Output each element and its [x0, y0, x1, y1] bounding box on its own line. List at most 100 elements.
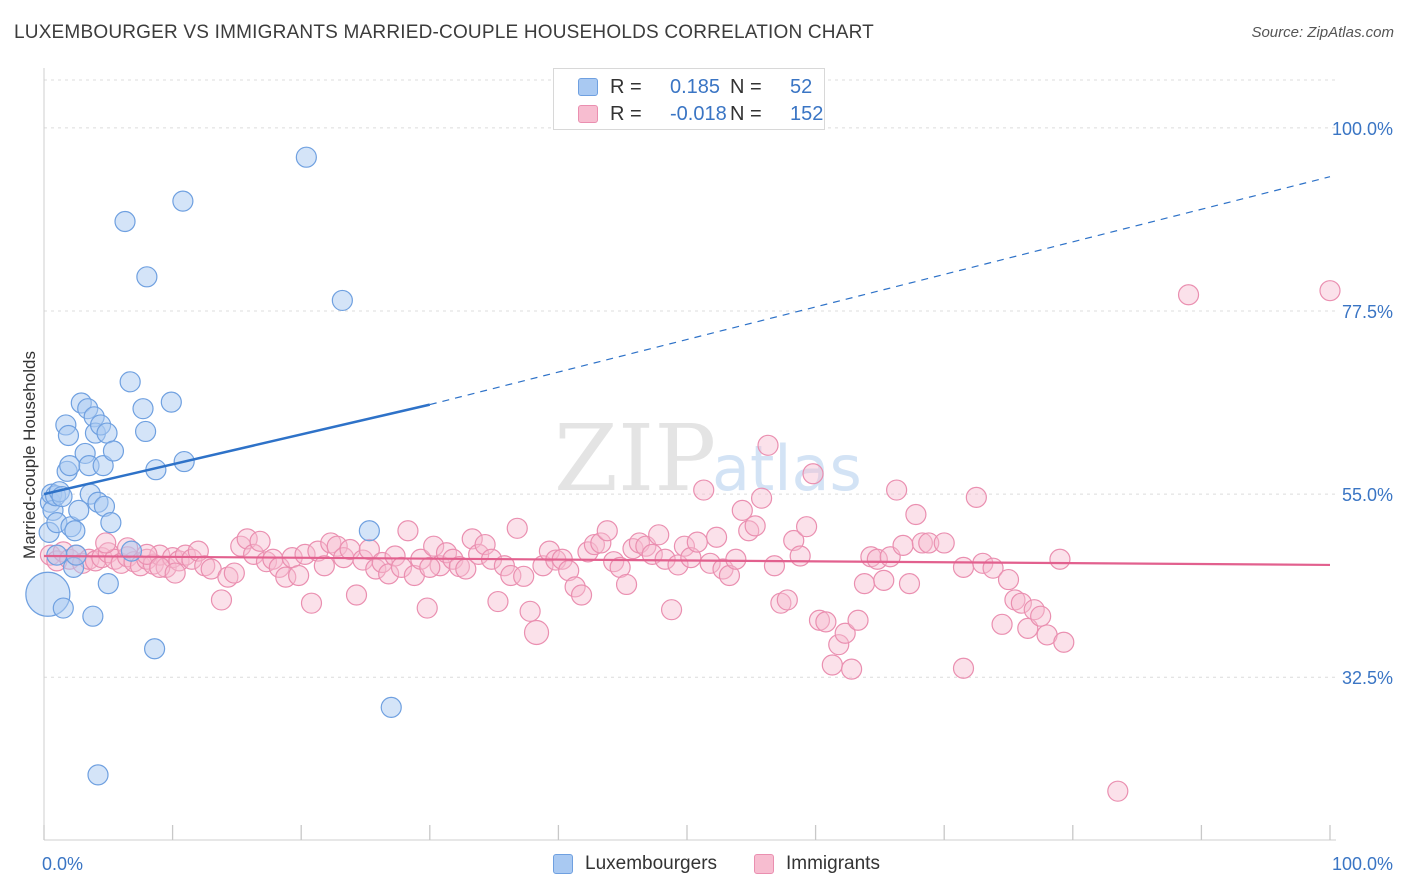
immigrants-point [345, 584, 368, 606]
y-tick-label: 55.0% [1342, 485, 1393, 505]
grid-lines [44, 79, 1336, 678]
immigrants-point [866, 548, 888, 570]
immigrants-point [519, 600, 541, 622]
immigrants-point [905, 503, 927, 526]
x-tick-label: 100.0% [1332, 854, 1393, 874]
immigrants-point [174, 544, 197, 566]
axes [43, 68, 1336, 841]
immigrants-point [750, 487, 773, 509]
n-label: N = [730, 103, 762, 125]
immigrants-point [313, 555, 335, 577]
immigrants-point [744, 515, 766, 537]
immigrants-point [416, 597, 438, 619]
n-value: 52 [790, 76, 813, 98]
stats-legend: R = 0.185 N = 52 R = -0.018 N = 152 [553, 68, 825, 130]
immigrants-point [933, 532, 955, 554]
immigrants-point [731, 499, 753, 521]
luxembourgers-point [143, 638, 166, 660]
immigrants-point [397, 520, 419, 542]
r-value: 0.185 [670, 76, 721, 98]
immigrants-point [693, 479, 715, 501]
immigrants-point [320, 532, 342, 554]
watermark-zip: ZIP [554, 405, 716, 512]
luxembourgers-point [134, 420, 157, 443]
immigrants-point [918, 532, 940, 554]
y-tick-label: 77.5% [1342, 302, 1393, 322]
immigrants-point [622, 538, 644, 560]
immigrants-point [1177, 284, 1200, 306]
immigrants-point [423, 535, 445, 557]
y-tick-label: 32.5% [1342, 668, 1393, 688]
immigrants-point [673, 535, 696, 557]
immigrants-point [757, 434, 779, 456]
immigrants-point [841, 658, 863, 680]
immigrants-point [952, 556, 975, 578]
watermark-atlas: atlas [712, 432, 862, 505]
immigrants-point [1319, 280, 1341, 302]
immigrants-trend-line [43, 554, 1331, 567]
immigrants-point [1017, 617, 1039, 640]
luxembourgers-point [132, 398, 154, 420]
immigrants-point [828, 634, 850, 656]
luxembourgers-point [64, 520, 86, 542]
immigrants-point [911, 532, 933, 554]
luxembourgers-point [295, 146, 317, 168]
luxembourgers-point [358, 520, 380, 542]
r-label: R = [610, 76, 642, 98]
luxembourgers-point [57, 424, 80, 447]
y-tick-label: 100.0% [1332, 119, 1393, 139]
immigrants-points [39, 280, 1341, 802]
series-legend: Luxembourgers Immigrants [0, 851, 1406, 881]
luxembourgers-point [380, 696, 402, 718]
immigrants-point [487, 590, 509, 613]
immigrants-point [1023, 599, 1045, 621]
luxembourgers-point [92, 455, 114, 477]
immigrants-point [603, 551, 625, 573]
immigrants-point [523, 619, 550, 646]
immigrants-point [590, 532, 612, 554]
luxembourgers-legend-swatch [553, 854, 573, 874]
immigrants-point [892, 534, 914, 556]
immigrants-point [513, 565, 535, 587]
luxembourgers-point [68, 499, 90, 521]
x-tick-labels: 0.0% 100.0% [42, 854, 1393, 874]
r-value: -0.018 [670, 103, 727, 125]
immigrants-point [164, 562, 186, 584]
immigrants-point [770, 592, 792, 614]
immigrants-swatch [578, 105, 598, 123]
y-tick-labels: 32.5% 55.0% 77.5% 100.0% [1332, 119, 1393, 688]
immigrants-point [615, 573, 638, 596]
immigrants-point [886, 479, 908, 501]
watermark: ZIP atlas [554, 405, 862, 512]
luxembourgers-point [119, 371, 141, 393]
immigrants-point [1049, 548, 1071, 570]
immigrants-point [294, 543, 316, 565]
immigrants-point [326, 535, 348, 557]
luxembourgers-point [172, 190, 194, 212]
n-value: 152 [790, 103, 824, 125]
immigrants-point [725, 548, 747, 570]
luxembourgers-point [100, 512, 122, 534]
x-tick-label: 0.0% [42, 854, 83, 874]
luxembourgers-trend-extension [429, 176, 1331, 406]
immigrants-point [506, 517, 528, 539]
immigrants-point [795, 516, 818, 538]
immigrants-point [898, 573, 921, 595]
immigrants-point [705, 526, 728, 548]
immigrants-point [718, 564, 741, 587]
luxembourgers-trend-line [43, 403, 431, 496]
immigrants-point [873, 569, 895, 591]
luxembourgers-point [52, 597, 74, 619]
immigrants-point [699, 552, 721, 574]
immigrants-point [686, 531, 708, 553]
luxembourgers-point [136, 266, 158, 288]
immigrants-point [821, 654, 843, 676]
immigrants-point [853, 573, 876, 595]
legend-label: Immigrants [786, 853, 880, 874]
legend-label: Luxembourgers [585, 853, 718, 874]
luxembourgers-point [160, 391, 182, 413]
chart-title: LUXEMBOURGER VS IMMIGRANTS MARRIED-COUPL… [14, 22, 874, 43]
immigrants-point [648, 524, 670, 546]
luxembourgers-point [97, 573, 119, 595]
